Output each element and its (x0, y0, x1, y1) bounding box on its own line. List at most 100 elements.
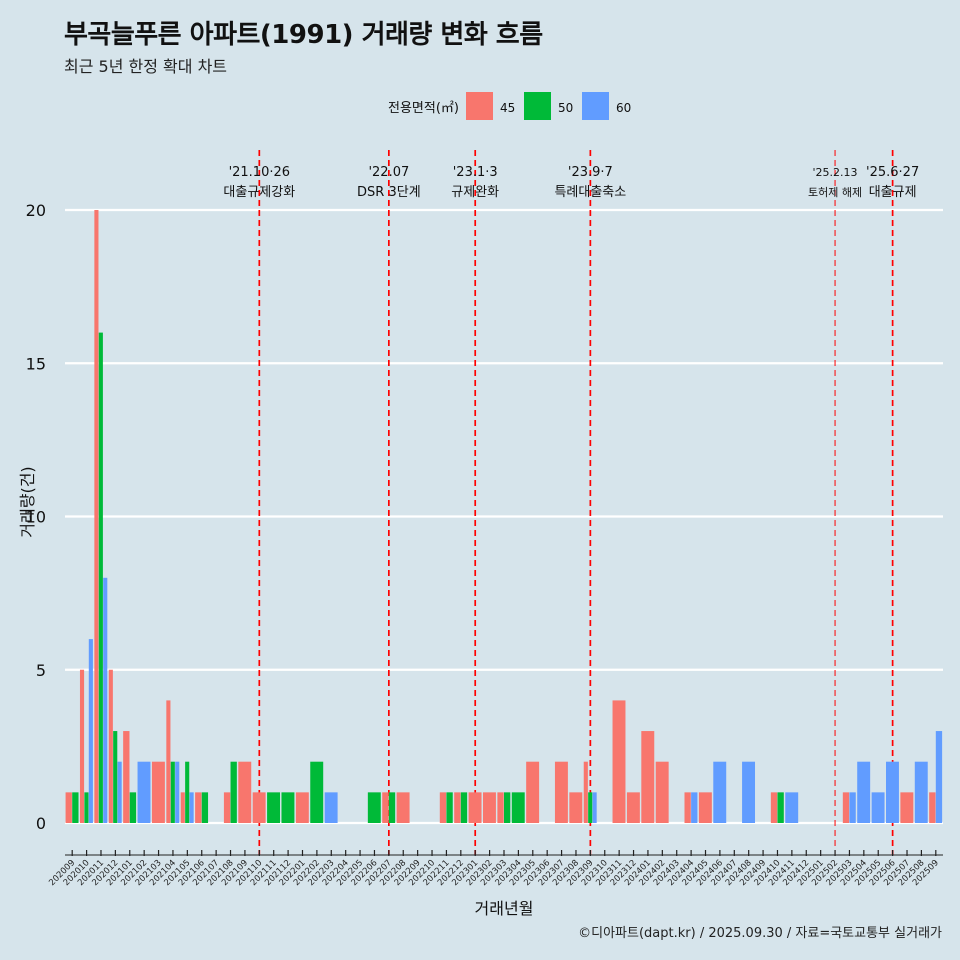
bar-45-202305 (526, 761, 540, 823)
bar-45-202401 (641, 731, 655, 823)
bar-60-202504 (857, 761, 871, 823)
bar-50-202111 (267, 792, 281, 823)
bar-45-202509 (929, 792, 936, 823)
legend-label-45: 45 (500, 101, 515, 115)
bar-60-202506 (886, 761, 899, 823)
bar-45-202311 (612, 700, 626, 823)
bar-45-202301 (468, 792, 482, 823)
bar-45-202109 (238, 761, 252, 823)
legend-title: 전용면적(㎡) (388, 101, 459, 116)
bar-45-202507 (900, 792, 914, 823)
bar-45-202405 (698, 792, 712, 823)
bar-45-202101 (123, 731, 130, 823)
bar-50-202010 (84, 792, 89, 823)
bar-45-202104 (166, 700, 171, 823)
bar-60-202102 (137, 761, 151, 823)
event-date-label: '21.10·26 (229, 165, 290, 180)
bar-45-202012 (108, 669, 113, 823)
bar-60-202105 (189, 792, 194, 823)
bar-45-202309 (583, 761, 588, 823)
bar-60-202505 (871, 792, 885, 823)
y-axis-title: 거래량(건) (18, 466, 37, 537)
event-name-label: 규제완화 (451, 185, 499, 200)
event-name-label: 대출규제 (869, 185, 917, 200)
event-date-label: '22.07 (368, 165, 409, 180)
bar-60-202010 (88, 639, 93, 823)
legend-swatch-50 (524, 92, 551, 120)
x-axis-title: 거래년월 (475, 899, 534, 918)
bar-45-202503 (842, 792, 850, 823)
bar-45-202302 (482, 792, 496, 823)
chart-title: 부곡늘푸른 아파트(1991) 거래량 변화 흐름 (64, 20, 543, 50)
bar-45-202207 (382, 792, 389, 823)
bar-60-202411 (785, 792, 799, 823)
bar-60-202404 (691, 792, 698, 823)
y-tick-label: 5 (36, 661, 46, 680)
bar-45-202105 (180, 792, 185, 823)
event-name-label: DSR 3단계 (357, 185, 421, 200)
bar-45-202110 (252, 792, 266, 823)
bar-60-202012 (117, 761, 122, 823)
bar-50-202303 (504, 792, 511, 823)
bar-60-202203 (324, 792, 338, 823)
bar-50-202112 (281, 792, 295, 823)
event-name-label: 특례대출축소 (554, 185, 626, 200)
bar-45-202009 (65, 792, 72, 823)
bar-50-202104 (170, 761, 175, 823)
y-tick-label: 0 (36, 814, 46, 833)
event-date-label: '23.9·7 (568, 165, 613, 180)
bar-60-202406 (713, 761, 727, 823)
y-tick-label: 15 (26, 354, 46, 373)
bar-60-202508 (914, 761, 928, 823)
bar-60-202309 (592, 792, 597, 823)
legend-swatch-60 (582, 92, 609, 120)
bar-45-202011 (94, 210, 99, 823)
bar-50-202212 (460, 792, 468, 823)
bar-45-202303 (497, 792, 504, 823)
bar-45-202010 (79, 669, 85, 823)
event-name-label: 대출규제강화 (223, 185, 295, 200)
bar-50-202011 (98, 332, 103, 823)
bar-50-202012 (113, 731, 118, 823)
event-date-label: '25.6·27 (866, 165, 919, 180)
bar-50-202009 (72, 792, 79, 823)
bar-60-202408 (742, 761, 756, 823)
bar-50-202207 (388, 792, 396, 823)
legend-swatch-45 (466, 92, 493, 120)
legend-label-50: 50 (558, 101, 573, 115)
bar-45-202308 (569, 792, 583, 823)
y-tick-label: 10 (26, 508, 46, 527)
bar-50-202105 (185, 761, 190, 823)
bar-45-202404 (684, 792, 691, 823)
bar-45-202402 (655, 761, 669, 823)
event-name-label: 토허제 해제 (808, 185, 862, 199)
bar-50-202106 (201, 792, 209, 823)
bar-50-202101 (129, 792, 137, 823)
bar-50-202202 (310, 761, 324, 823)
event-date-label: '23.1·3 (453, 165, 498, 180)
bar-50-202309 (588, 792, 593, 823)
bar-60-202011 (103, 577, 108, 823)
event-date-label: '25.2.13 (813, 166, 858, 179)
bar-45-202103 (151, 761, 165, 823)
bar-50-202304 (511, 792, 525, 823)
chart-subtitle: 최근 5년 한정 확대 차트 (64, 57, 228, 76)
bar-60-202503 (849, 792, 856, 823)
bar-45-202410 (770, 792, 778, 823)
bar-45-202211 (439, 792, 447, 823)
y-tick-label: 20 (26, 201, 46, 220)
legend-label-60: 60 (616, 101, 631, 115)
bar-45-202312 (626, 792, 640, 823)
bar-45-202106 (195, 792, 202, 823)
source-caption: ©디아파트(dapt.kr) / 2025.09.30 / 자료=국토교통부 실… (578, 926, 942, 941)
bar-45-202201 (295, 792, 309, 823)
bar-60-202104 (175, 761, 180, 823)
bar-45-202307 (554, 761, 568, 823)
bar-45-202212 (454, 792, 461, 823)
bar-50-202206 (367, 792, 381, 823)
bar-50-202211 (446, 792, 453, 823)
bar-60-202509 (935, 731, 943, 823)
bar-45-202208 (396, 792, 410, 823)
bar-45-202108 (223, 792, 231, 823)
